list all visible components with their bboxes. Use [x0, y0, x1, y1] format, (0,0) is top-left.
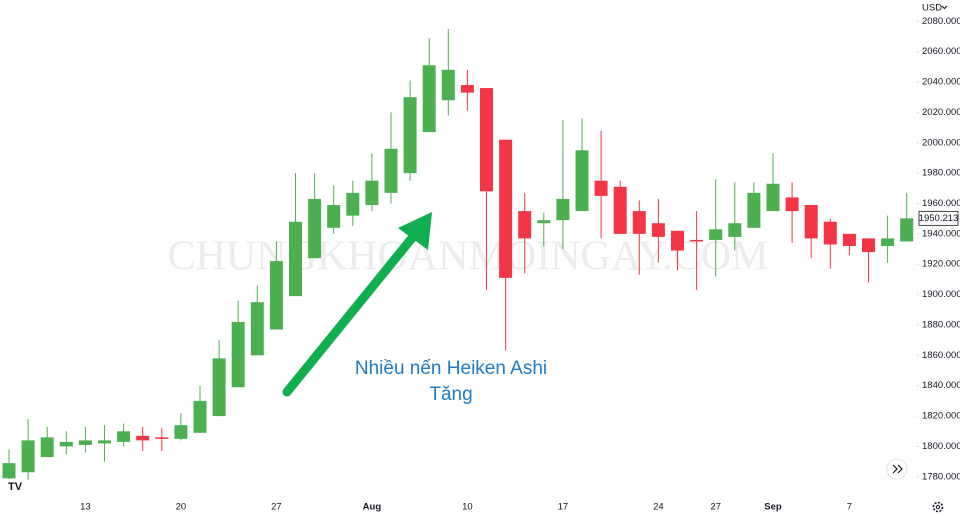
candle-body	[766, 183, 780, 212]
candle-body	[441, 69, 455, 101]
candle-body	[212, 358, 226, 417]
y-tick-label: 2000.000	[922, 137, 960, 148]
y-tick-label: 2020.000	[922, 107, 960, 118]
arrow-head	[398, 212, 432, 250]
y-tick-label: 1960.000	[922, 198, 960, 209]
y-tick-label: 1920.000	[922, 259, 960, 270]
candle-body	[40, 437, 54, 458]
candle-body	[98, 440, 111, 444]
y-tick-label: 1780.000	[922, 471, 960, 482]
annotation: Nhiều nến Heiken Ashi	[355, 358, 547, 379]
candle-body	[575, 150, 589, 212]
watermark: CHUNGKHOANMOINGAY.COM	[168, 234, 769, 280]
x-tick-label: 20	[176, 502, 187, 513]
candle-body	[403, 97, 417, 174]
candle-body	[804, 205, 818, 239]
candle-body	[155, 437, 169, 439]
candle-body	[289, 221, 302, 297]
x-tick-label: Sep	[764, 502, 782, 513]
candle-body	[690, 239, 704, 242]
candle-body	[327, 205, 341, 228]
candle-body	[785, 197, 799, 212]
candle-body	[78, 440, 92, 445]
candle-body	[308, 198, 322, 259]
x-tick-label: 7	[847, 502, 852, 513]
candle-body	[384, 148, 398, 193]
candle-body	[231, 321, 245, 388]
y-tick-label: 1980.000	[922, 168, 960, 179]
candle-body	[422, 65, 436, 133]
candle-body	[537, 220, 551, 224]
last-price-tag	[918, 210, 959, 226]
candle-body	[59, 441, 73, 447]
x-tick-label: 27	[710, 502, 721, 513]
candle-body	[193, 400, 207, 433]
y-tick-label: 1820.000	[922, 411, 960, 422]
scroll-button[interactable]	[886, 458, 908, 480]
candle-body	[594, 180, 608, 196]
y-tick-label: 1840.000	[922, 380, 960, 391]
candle-body	[747, 192, 761, 228]
candle-body	[613, 186, 627, 234]
x-tick-label: 13	[80, 502, 91, 513]
candle-body	[21, 440, 35, 473]
candle-body	[480, 88, 493, 192]
y-tick-label: 1880.000	[922, 319, 960, 330]
candle-body	[136, 435, 150, 441]
candle-body	[842, 233, 856, 246]
candle-body	[460, 85, 474, 93]
candle-body	[709, 229, 723, 240]
candle-body	[823, 221, 837, 245]
x-tick-label: 17	[558, 502, 569, 513]
plot-area	[2, 28, 914, 486]
y-tick-label: 1800.000	[922, 441, 960, 452]
last-price-label: 1950.213	[919, 213, 959, 224]
x-tick-label: Aug	[363, 502, 382, 513]
candle-body	[2, 463, 16, 479]
candle-body	[518, 211, 532, 239]
candle-body	[862, 238, 875, 253]
x-tick-label: 27	[271, 502, 282, 513]
candle-body	[900, 218, 914, 242]
x-tick-label: 24	[653, 502, 664, 513]
candle-body	[632, 211, 646, 234]
candle-body	[250, 302, 264, 356]
candle-body	[728, 223, 742, 237]
candle-body	[365, 180, 379, 205]
candle-body	[499, 139, 513, 278]
arrow	[282, 233, 417, 397]
candle-body	[346, 192, 360, 216]
candle-body	[174, 425, 188, 439]
tv-logo: TV	[4, 479, 26, 495]
candle-body	[556, 198, 570, 221]
y-tick-label: 1860.000	[922, 350, 960, 361]
y-tick-label: 1940.000	[922, 228, 960, 239]
y-tick-label: 2060.000	[922, 46, 960, 57]
y-tick-label: 2040.000	[922, 77, 960, 88]
x-tick-label: 10	[462, 502, 473, 513]
settings-button[interactable]	[932, 501, 944, 513]
candle-body	[671, 230, 684, 251]
currency-dropdown[interactable]	[941, 5, 948, 10]
annotation: Tăng	[429, 384, 472, 405]
candle-body	[651, 223, 665, 237]
candle-body	[881, 238, 895, 246]
candle-body	[269, 261, 283, 330]
logo-text: TV	[8, 481, 23, 493]
currency-label: USD	[922, 3, 942, 14]
candle-body	[117, 431, 131, 442]
y-tick-label: 2080.000	[922, 16, 960, 27]
y-tick-label: 1900.000	[922, 289, 960, 300]
